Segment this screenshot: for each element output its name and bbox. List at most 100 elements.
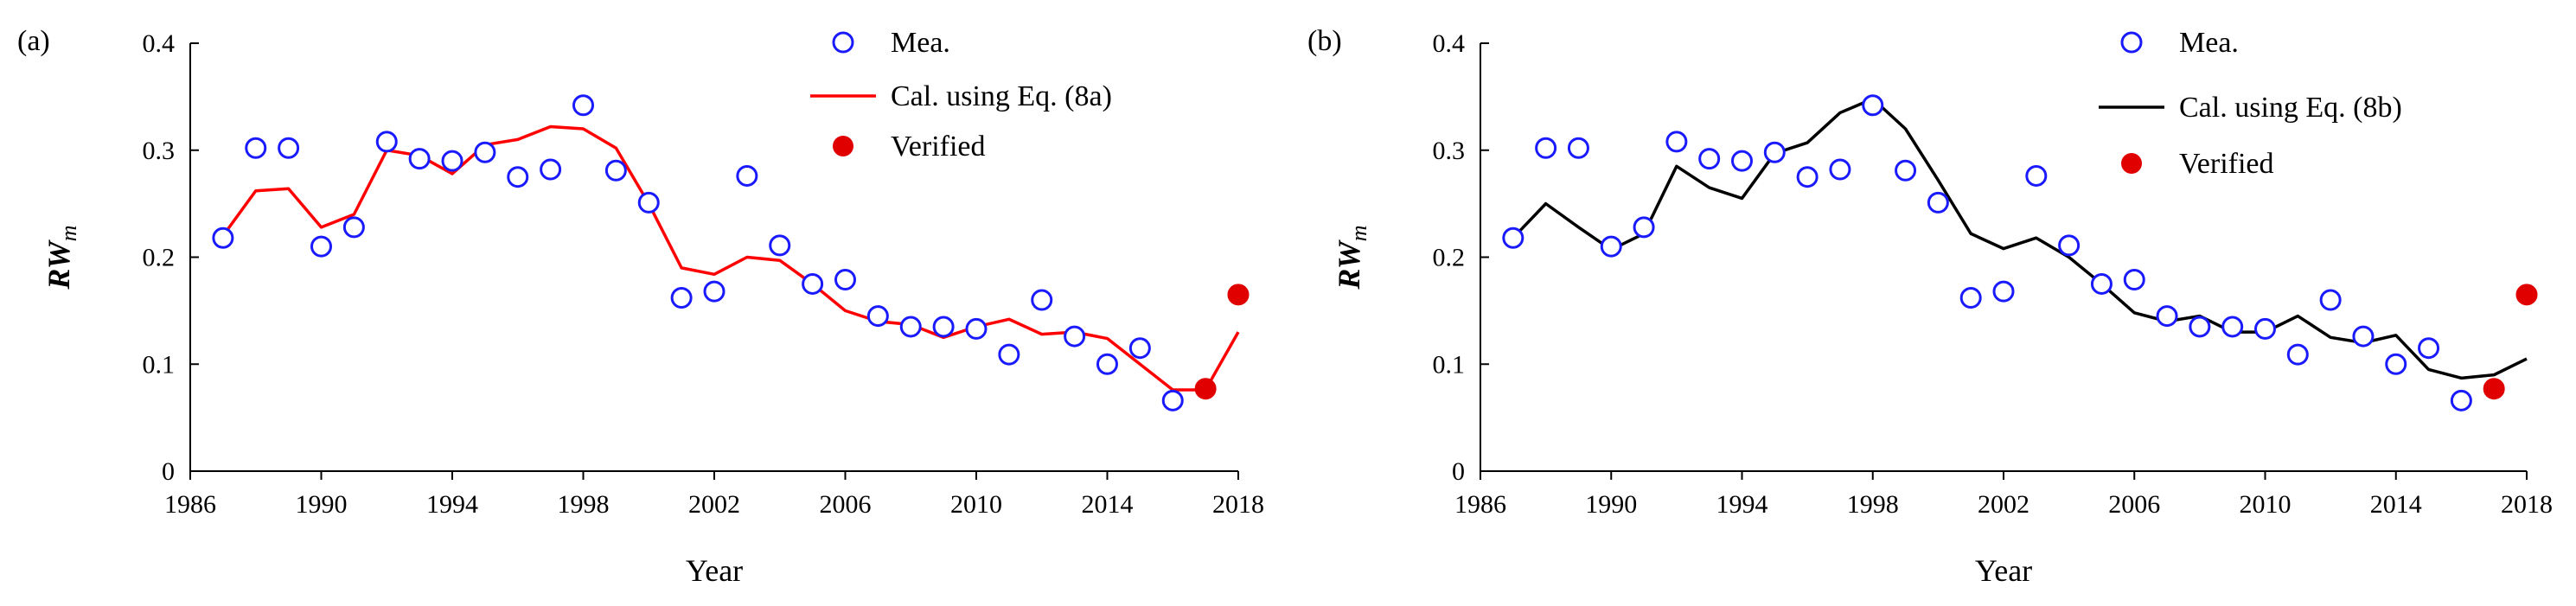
measured-point: [1096, 353, 1118, 375]
measured-point: [540, 158, 562, 181]
y-axis-label: RWm: [42, 225, 81, 290]
y-tick-label: 0: [1452, 457, 1465, 486]
measured-point: [1161, 389, 1184, 411]
legend-measured-label: Mea.: [891, 27, 950, 59]
x-axis-label: Year: [686, 553, 743, 588]
measured-point: [866, 305, 889, 328]
x-tick-label: 1998: [558, 490, 610, 519]
x-tick-label: 2018: [1212, 490, 1264, 519]
x-tick-label: 1994: [426, 490, 478, 519]
measured-point: [1763, 141, 1786, 163]
measured-point: [2156, 305, 2178, 328]
x-tick-label: 1986: [1454, 490, 1506, 519]
y-tick-label: 0.3: [143, 137, 176, 165]
measured-point: [310, 235, 332, 258]
y-tick-label: 0.1: [143, 350, 176, 379]
measured-point: [1959, 287, 1982, 309]
legend-measured-marker: [832, 31, 854, 54]
measured-point: [2319, 289, 2342, 311]
x-tick-label: 2014: [1082, 490, 1134, 519]
x-tick-label: 1994: [1716, 490, 1768, 519]
panel-label: (a): [17, 25, 50, 57]
y-tick-label: 0.3: [1433, 137, 1466, 165]
measured-point: [1665, 131, 1688, 153]
measured-point: [2058, 234, 2081, 257]
measured-point: [1535, 137, 1557, 159]
measured-point: [1031, 289, 1053, 311]
measured-point: [342, 216, 365, 239]
x-axis-label: Year: [1975, 553, 2032, 588]
legend-calculated-label: Cal. using Eq. (8a): [891, 80, 1112, 112]
measured-point: [408, 148, 431, 170]
y-axis-label-main: RW: [1332, 239, 1366, 290]
y-tick-label: 0.4: [1433, 29, 1466, 58]
y-tick-label: 0: [162, 457, 175, 486]
measured-point: [375, 131, 398, 153]
measured-point: [802, 272, 824, 295]
y-axis-label-main: RW: [42, 239, 76, 290]
measured-point: [2189, 316, 2211, 338]
measured-point: [2450, 389, 2472, 411]
measured-point: [1927, 191, 1949, 214]
measured-point: [1567, 137, 1589, 159]
x-tick-label: 2002: [1978, 490, 2029, 519]
verified-point: [2483, 378, 2505, 400]
verified-point: [1227, 284, 1250, 306]
x-tick-label: 2014: [2370, 490, 2422, 519]
y-axis-label: RWm: [1332, 225, 1371, 290]
x-tick-label: 1998: [1847, 490, 1899, 519]
measured-point: [834, 268, 856, 290]
x-tick-label: 2002: [688, 490, 740, 519]
measured-point: [2123, 268, 2145, 290]
measured-point: [2025, 164, 2048, 187]
measured-point: [2385, 353, 2407, 375]
measured-point: [1731, 150, 1753, 172]
x-tick-label: 1990: [1585, 490, 1637, 519]
measured-point: [441, 150, 463, 172]
measured-point: [637, 191, 660, 214]
y-tick-label: 0.2: [1433, 244, 1466, 272]
y-tick-label: 0.4: [143, 29, 176, 58]
legend-measured-marker: [2120, 31, 2143, 54]
verified-point: [2515, 284, 2538, 306]
measured-point: [1895, 159, 1917, 182]
measured-point: [899, 316, 922, 338]
y-axis-label-sub: m: [1346, 225, 1371, 241]
measured-point: [212, 226, 234, 249]
measured-point: [604, 159, 627, 182]
calculated-series-line: [221, 124, 1240, 392]
measured-point: [1698, 148, 1721, 170]
measured-point: [2352, 325, 2375, 348]
legend-verified-marker: [833, 136, 853, 156]
measured-point: [2286, 343, 2309, 366]
legend-verified-label: Verified: [2179, 148, 2274, 180]
measured-point: [474, 141, 496, 163]
measured-point: [769, 234, 791, 257]
measured-point: [1064, 325, 1086, 348]
legend: Mea. Cal. using Eq. (8a) Verified: [810, 27, 1112, 163]
calculated-series-line: [1512, 97, 2528, 380]
measured-point: [965, 317, 988, 340]
verified-point: [1194, 378, 1217, 400]
measured-point: [1633, 216, 1655, 239]
legend: Mea. Cal. using Eq. (8b) Verified: [2099, 27, 2402, 180]
measured-point: [2418, 337, 2440, 360]
measured-point: [1600, 235, 1622, 258]
measured-point: [1502, 226, 1525, 249]
x-tick-label: 2010: [950, 490, 1002, 519]
measured-point: [1796, 166, 1819, 188]
x-tick-label: 1986: [164, 490, 216, 519]
x-tick-label: 1990: [296, 490, 348, 519]
y-axis-label-sub: m: [56, 225, 81, 241]
measured-point: [1829, 158, 1851, 181]
legend-measured-label: Mea.: [2179, 27, 2239, 59]
measured-point: [703, 280, 725, 303]
measured-point: [670, 287, 693, 309]
measured-point: [736, 164, 758, 187]
measured-point: [2221, 316, 2244, 338]
legend-verified-label: Verified: [891, 131, 986, 163]
x-tick-label: 2006: [2108, 490, 2160, 519]
panel-label: (b): [1307, 25, 1342, 57]
measured-point: [998, 343, 1020, 366]
